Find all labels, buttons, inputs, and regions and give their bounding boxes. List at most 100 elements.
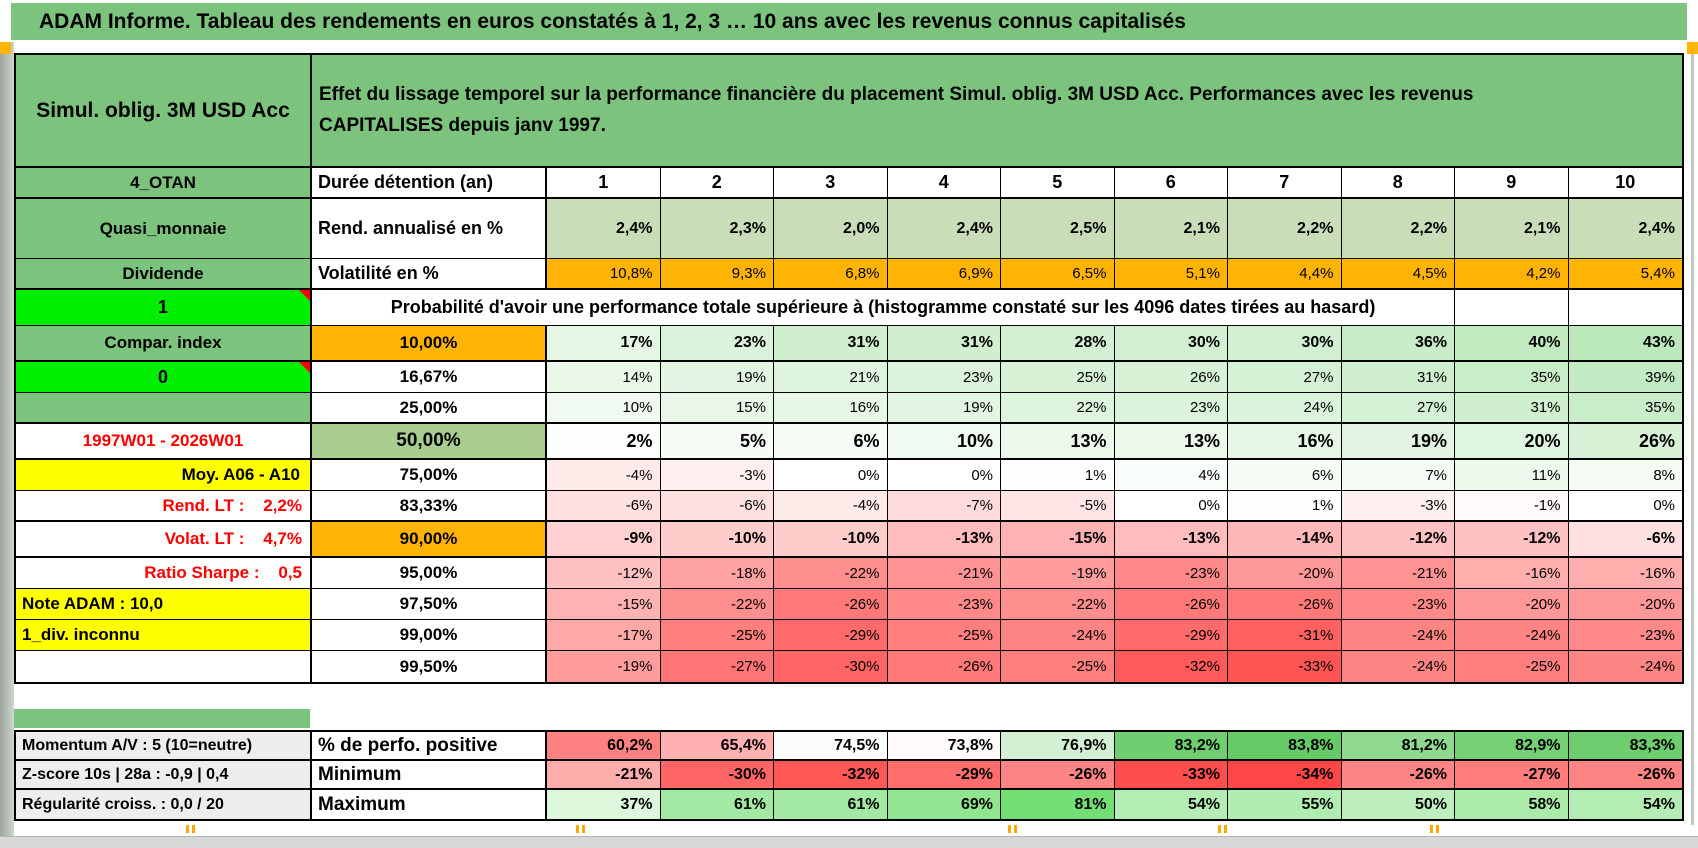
value-cell[interactable]: 2,2% <box>1341 199 1455 258</box>
value-cell[interactable]: 4,5% <box>1341 259 1455 288</box>
row-header-cell[interactable]: 1997W01 - 2026W01 <box>16 424 312 458</box>
value-cell[interactable]: -6% <box>1568 522 1682 556</box>
value-cell[interactable]: 16% <box>1228 424 1342 458</box>
value-cell[interactable]: 73,8% <box>887 732 1001 759</box>
value-cell[interactable]: 0% <box>774 460 888 490</box>
value-cell[interactable]: -1% <box>1455 491 1569 520</box>
value-cell[interactable]: 4% <box>1114 460 1228 490</box>
value-cell[interactable]: 26% <box>1114 362 1228 392</box>
value-cell[interactable]: -3% <box>660 460 774 490</box>
row-header-cell[interactable] <box>16 393 312 422</box>
empty-cell[interactable] <box>1455 290 1569 325</box>
column-header-cell[interactable]: 9 <box>1455 168 1569 197</box>
row-header-cell[interactable]: 4_OTAN <box>16 168 312 197</box>
threshold-cell[interactable]: 10,00% <box>312 326 547 360</box>
value-cell[interactable]: 13% <box>1001 424 1115 458</box>
value-cell[interactable]: 58% <box>1455 790 1569 819</box>
value-cell[interactable]: 2,4% <box>547 199 661 258</box>
value-cell[interactable]: 19% <box>660 362 774 392</box>
value-cell[interactable]: -4% <box>774 491 888 520</box>
value-cell[interactable]: -10% <box>660 522 774 556</box>
value-cell[interactable]: -13% <box>1114 522 1228 556</box>
row-header-cell[interactable]: 1 <box>16 290 312 325</box>
value-cell[interactable]: -26% <box>774 589 888 619</box>
row-header-cell[interactable]: Régularité croiss. : 0,0 / 20 <box>16 790 312 819</box>
value-cell[interactable]: 39% <box>1568 362 1682 392</box>
row-header-cell[interactable]: Momentum A/V : 5 (10=neutre) <box>16 732 312 759</box>
value-cell[interactable]: 0% <box>1568 491 1682 520</box>
value-cell[interactable]: 83,2% <box>1114 732 1228 759</box>
value-cell[interactable]: 27% <box>1341 393 1455 422</box>
value-cell[interactable]: -21% <box>1341 558 1455 588</box>
row-header-cell[interactable]: Moy. A06 - A10 <box>16 460 312 490</box>
metric-label-cell[interactable]: Durée détention (an) <box>312 168 547 197</box>
value-cell[interactable]: -22% <box>1001 589 1115 619</box>
value-cell[interactable]: 14% <box>547 362 661 392</box>
value-cell[interactable]: 60,2% <box>547 732 661 759</box>
value-cell[interactable]: -24% <box>1455 620 1569 650</box>
value-cell[interactable]: 6% <box>1228 460 1342 490</box>
value-cell[interactable]: 83,3% <box>1568 732 1682 759</box>
value-cell[interactable]: 2% <box>547 424 661 458</box>
value-cell[interactable]: -31% <box>1228 620 1342 650</box>
value-cell[interactable]: 40% <box>1455 326 1569 360</box>
value-cell[interactable]: 15% <box>660 393 774 422</box>
value-cell[interactable]: 24% <box>1228 393 1342 422</box>
value-cell[interactable]: -19% <box>547 651 661 682</box>
value-cell[interactable]: -25% <box>660 620 774 650</box>
value-cell[interactable]: -15% <box>1001 522 1115 556</box>
empty-cell[interactable] <box>1569 290 1683 325</box>
value-cell[interactable]: 27% <box>1228 362 1342 392</box>
value-cell[interactable]: 7% <box>1341 460 1455 490</box>
instrument-cell[interactable]: Simul. oblig. 3M USD Acc <box>16 55 312 166</box>
column-header-cell[interactable]: 7 <box>1228 168 1342 197</box>
value-cell[interactable]: 5% <box>660 424 774 458</box>
value-cell[interactable]: -26% <box>887 651 1001 682</box>
value-cell[interactable]: 1% <box>1001 460 1115 490</box>
metric-label-cell[interactable]: Volatilité en % <box>312 259 547 288</box>
value-cell[interactable]: 26% <box>1568 424 1682 458</box>
value-cell[interactable]: 28% <box>1001 326 1115 360</box>
value-cell[interactable]: 82,9% <box>1455 732 1569 759</box>
value-cell[interactable]: -27% <box>660 651 774 682</box>
value-cell[interactable]: -17% <box>547 620 661 650</box>
metric-label-cell[interactable]: % de perfo. positive <box>312 732 547 759</box>
value-cell[interactable]: -32% <box>1114 651 1228 682</box>
value-cell[interactable]: -12% <box>547 558 661 588</box>
value-cell[interactable]: 43% <box>1568 326 1682 360</box>
value-cell[interactable]: -23% <box>1114 558 1228 588</box>
value-cell[interactable]: 69% <box>887 790 1001 819</box>
value-cell[interactable]: 16% <box>774 393 888 422</box>
column-header-cell[interactable]: 8 <box>1342 168 1455 197</box>
value-cell[interactable]: 2,1% <box>1455 199 1569 258</box>
value-cell[interactable]: 0% <box>887 460 1001 490</box>
table-description-cell[interactable]: Effet du lissage temporel sur la perform… <box>312 55 1682 166</box>
value-cell[interactable]: -32% <box>774 761 888 788</box>
value-cell[interactable]: 25% <box>1001 362 1115 392</box>
threshold-cell[interactable]: 83,33% <box>312 491 547 520</box>
value-cell[interactable]: -30% <box>774 651 888 682</box>
row-header-cell[interactable]: Quasi_monnaie <box>16 199 312 258</box>
value-cell[interactable]: 54% <box>1114 790 1228 819</box>
threshold-cell[interactable]: 99,00% <box>312 620 547 650</box>
metric-label-cell[interactable]: Maximum <box>312 790 547 819</box>
value-cell[interactable]: -24% <box>1341 620 1455 650</box>
value-cell[interactable]: -6% <box>547 491 661 520</box>
value-cell[interactable]: -25% <box>1001 651 1115 682</box>
value-cell[interactable]: 23% <box>887 362 1001 392</box>
value-cell[interactable]: 23% <box>1114 393 1228 422</box>
value-cell[interactable]: -24% <box>1001 620 1115 650</box>
value-cell[interactable]: -30% <box>660 761 774 788</box>
value-cell[interactable]: 83,8% <box>1228 732 1342 759</box>
value-cell[interactable]: -27% <box>1455 761 1569 788</box>
value-cell[interactable]: -18% <box>660 558 774 588</box>
value-cell[interactable]: 81% <box>1001 790 1115 819</box>
value-cell[interactable]: 1% <box>1228 491 1342 520</box>
value-cell[interactable]: -24% <box>1568 651 1682 682</box>
row-header-cell[interactable]: 0 <box>16 362 312 392</box>
value-cell[interactable]: -23% <box>887 589 1001 619</box>
value-cell[interactable]: -33% <box>1228 651 1342 682</box>
value-cell[interactable]: -16% <box>1568 558 1682 588</box>
value-cell[interactable]: -23% <box>1341 589 1455 619</box>
value-cell[interactable]: -3% <box>1341 491 1455 520</box>
